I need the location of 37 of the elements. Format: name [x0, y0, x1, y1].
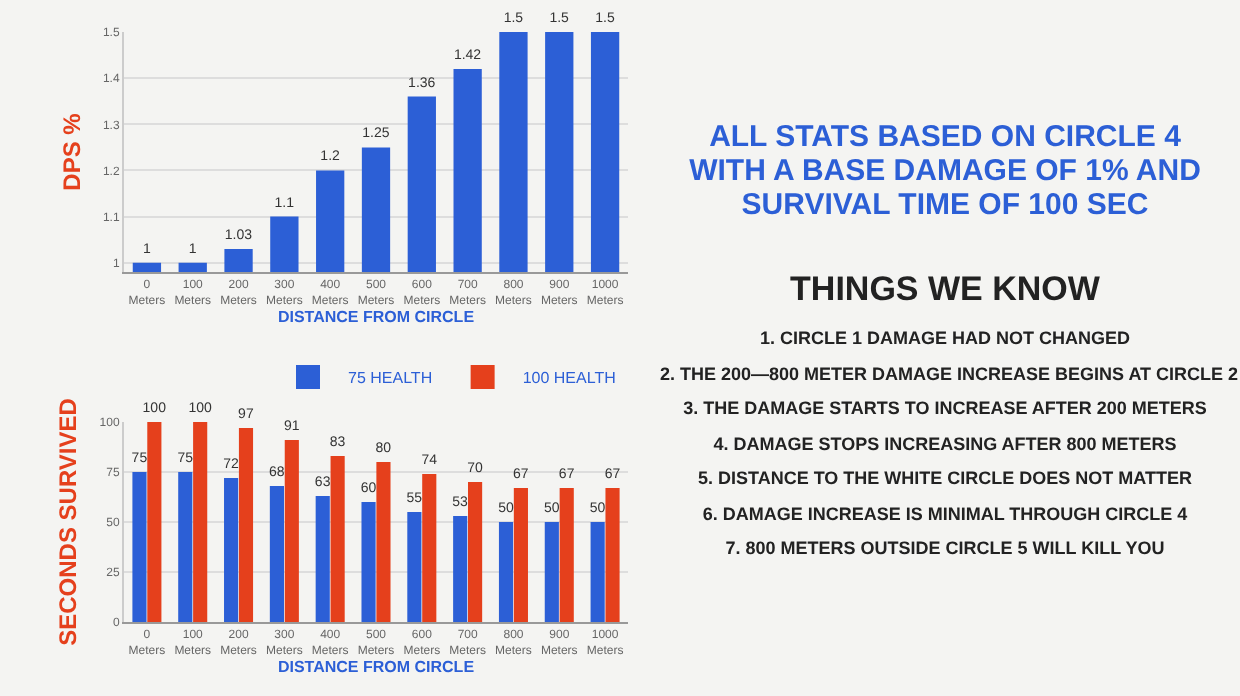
- bar: [544, 522, 559, 622]
- legend-label: 75 HEALTH: [348, 369, 433, 388]
- text: 7. 800 METERS OUTSIDE CIRCLE 5 WILL KILL YOU: [723, 536, 1167, 562]
- text: 6. DAMAGE INCREASE IS MINIMAL THROUGH CIRCLE 4: [700, 501, 1190, 527]
- bar: [559, 488, 574, 622]
- text: 2. THE 200—800 METER DAMAGE INCREASE BEGINS AT CIRCLE 2: [660, 361, 1239, 387]
- x-axis-title: DISTANCE FROM CIRCLE: [277, 308, 476, 327]
- bar: [132, 472, 147, 622]
- text: THINGS WE KNOW: [788, 270, 1102, 310]
- legend-label: 100 HEALTH: [522, 369, 617, 388]
- bar: [315, 496, 330, 622]
- bar: [238, 428, 254, 622]
- bar: [193, 422, 208, 622]
- bar: [590, 522, 605, 622]
- bar: [376, 462, 391, 622]
- bar: [269, 486, 284, 622]
- text: 3. THE DAMAGE STARTS TO INCREASE AFTER 200 METERS: [681, 396, 1209, 422]
- bar: [224, 478, 239, 622]
- bar: [147, 422, 162, 622]
- text: 1. CIRCLE 1 DAMAGE HAD NOT CHANGED: [757, 326, 1132, 352]
- bar: [422, 474, 437, 622]
- bar: [284, 440, 299, 622]
- bar: [407, 512, 422, 622]
- text: 5. DISTANCE TO THE WHITE CIRCLE DOES NOT MATTER: [695, 466, 1194, 492]
- text: ALL STATS BASED ON CIRCLE 4 WITH A BASE DAMAGE OF 1% AND SURVIVAL TIME OF 100 SEC: [687, 120, 1203, 222]
- text: 4. DAMAGE STOPS INCREASING AFTER 800 METERS: [711, 431, 1179, 457]
- bar: [498, 522, 514, 622]
- y-axis-title: SECONDS SURVIVED: [54, 397, 83, 646]
- bar: [361, 502, 376, 622]
- x-axis-title: DISTANCE FROM CIRCLE: [277, 658, 476, 677]
- y-axis-title: DPS %: [57, 112, 86, 191]
- bar: [178, 472, 193, 622]
- bar: [330, 456, 345, 622]
- bar: [513, 488, 528, 622]
- bar: [453, 516, 468, 622]
- bar: [468, 482, 483, 622]
- bar: [605, 488, 620, 622]
